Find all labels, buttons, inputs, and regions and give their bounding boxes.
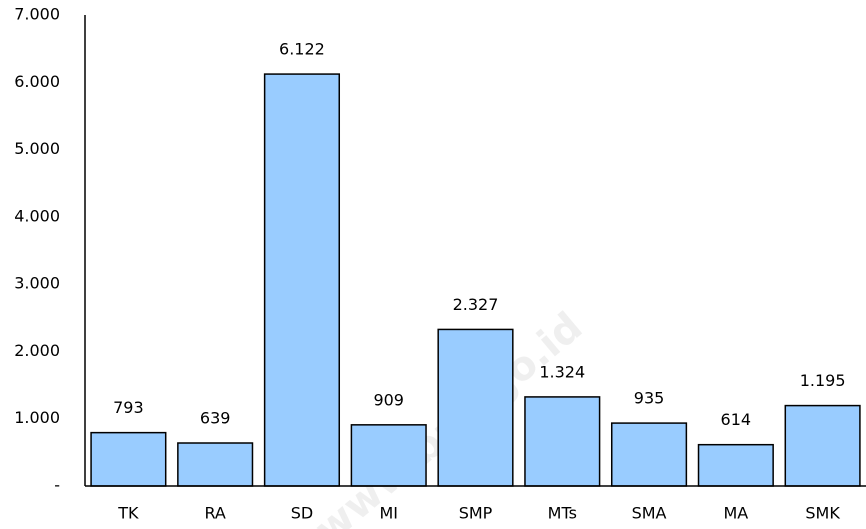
y-tick-label: 2.000	[14, 341, 60, 360]
y-tick-label: 5.000	[14, 139, 60, 158]
data-label: 614	[721, 410, 752, 429]
y-tick-label: -	[54, 476, 60, 495]
data-label: 2.327	[453, 295, 499, 314]
data-label: 639	[200, 409, 231, 428]
y-tick-label: 3.000	[14, 274, 60, 293]
x-tick-label: MA	[723, 504, 748, 523]
y-tick-label: 1.000	[14, 408, 60, 427]
x-tick-label: TK	[117, 504, 139, 523]
data-label: 909	[373, 390, 404, 409]
bar	[350, 424, 427, 487]
x-tick-label: MTs	[548, 504, 577, 523]
bar	[610, 422, 688, 487]
x-tick-label: SMP	[459, 504, 493, 523]
bar	[177, 442, 254, 487]
data-label: 1.195	[800, 371, 846, 390]
bar	[90, 431, 167, 487]
x-tick-label: RA	[204, 504, 225, 523]
bar	[784, 404, 861, 487]
x-tick-label: SD	[291, 504, 313, 523]
x-tick-label: MI	[379, 504, 398, 523]
data-label: 935	[634, 389, 665, 408]
x-tick-label: SMA	[632, 504, 667, 523]
y-tick-label: 7.000	[14, 5, 60, 24]
bar	[437, 328, 514, 487]
data-label: 6.122	[279, 40, 325, 59]
bar	[697, 443, 774, 487]
y-tick-label: 6.000	[14, 72, 60, 91]
x-tick-label: SMK	[805, 504, 840, 523]
bar	[524, 396, 601, 487]
data-label: 1.324	[539, 362, 585, 381]
y-tick-label: 4.000	[14, 206, 60, 225]
data-label: 793	[113, 398, 144, 417]
bar	[263, 73, 341, 487]
